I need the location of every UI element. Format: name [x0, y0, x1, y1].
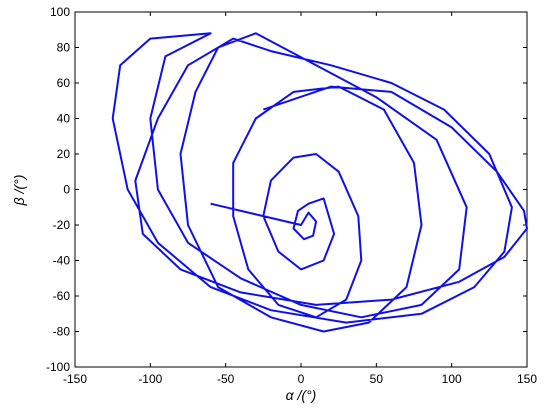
y-tick-label: 20 — [57, 147, 71, 161]
y-tick-label: -20 — [53, 218, 71, 232]
x-axis-label: α /(°) — [286, 387, 317, 403]
y-tick-label: 40 — [57, 112, 71, 126]
trajectory-line — [111, 32, 528, 333]
y-tick-label: 0 — [63, 183, 70, 197]
x-tick-label: -150 — [63, 372, 87, 386]
y-tick-label: 100 — [50, 5, 70, 19]
y-tick-label: 60 — [57, 76, 71, 90]
y-tick-label: -80 — [53, 325, 71, 339]
x-tick-label: 100 — [442, 372, 462, 386]
x-tick-label: 50 — [370, 372, 384, 386]
y-axis-label: β /(°) — [11, 175, 27, 207]
x-tick-label: 0 — [298, 372, 305, 386]
y-tick-label: -60 — [53, 289, 71, 303]
x-tick-label: 150 — [517, 372, 537, 386]
x-tick-label: -100 — [138, 372, 162, 386]
y-tick-label: 80 — [57, 41, 71, 55]
x-tick-label: -50 — [217, 372, 235, 386]
y-tick-label: -100 — [46, 360, 70, 374]
y-tick-label: -40 — [53, 254, 71, 268]
